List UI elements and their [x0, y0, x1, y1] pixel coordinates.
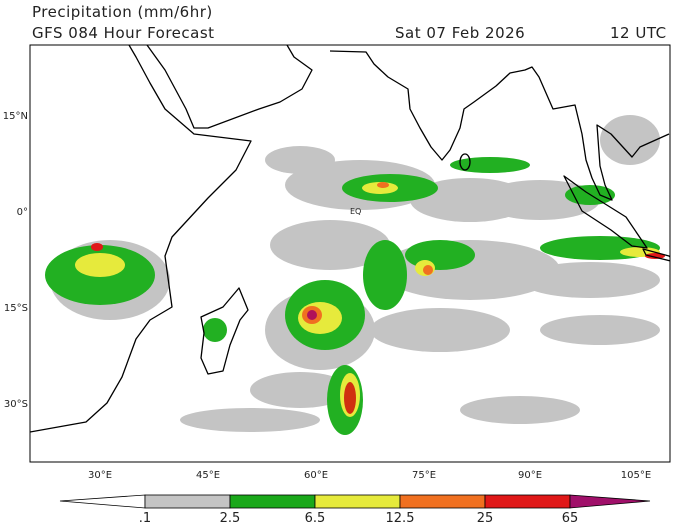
title: Precipitation (mm/6hr): [32, 3, 213, 21]
lon-label: 60°E: [304, 470, 328, 481]
lat-label: 0°: [17, 207, 28, 218]
lon-label: 45°E: [196, 470, 220, 481]
colorbar-segment: [314, 494, 401, 509]
colorbar-segment: [569, 494, 651, 509]
colorbar-segment: [59, 494, 146, 509]
colorbar-segment: [399, 494, 486, 509]
coastline-sumatra: [563, 175, 648, 249]
coastline-madagascar: [200, 287, 249, 375]
valid-time: 12 UTC: [610, 24, 667, 42]
lat-label: 15°N: [3, 111, 28, 122]
lat-label: 30°S: [4, 399, 28, 410]
colorbar-label: 2.5: [220, 511, 241, 525]
lon-label: 90°E: [518, 470, 542, 481]
colorbar-label: 6.5: [305, 511, 326, 525]
model-run: GFS 084 Hour Forecast: [32, 24, 215, 42]
coastline-sri-lanka: [459, 153, 471, 171]
coastline-asia: [329, 50, 670, 201]
precip-heavy: [75, 182, 660, 417]
map-frame: [29, 44, 671, 463]
colorbar-segment: [144, 494, 231, 509]
equator-label: EQ: [350, 207, 361, 216]
colorbar: [59, 494, 651, 509]
coastline-java: [642, 248, 670, 262]
coastline-arabia: [146, 45, 313, 129]
colorbar-label: 25: [477, 511, 494, 525]
lon-label: 105°E: [621, 470, 651, 481]
valid-date: Sat 07 Feb 2026: [395, 24, 525, 42]
coastline-africa: [30, 45, 252, 433]
colorbar-label: .1: [139, 511, 151, 525]
colorbar-segment: [229, 494, 316, 509]
colorbar-label: 12.5: [386, 511, 415, 525]
lon-label: 75°E: [412, 470, 436, 481]
colorbar-segment: [484, 494, 571, 509]
precip-intense: [91, 182, 665, 414]
colorbar-label: 65: [562, 511, 579, 525]
map-area: EQ 15°N 0° 15°S 30°S 30°E 45°E 60°E 75°E…: [3, 44, 671, 481]
lon-label: 30°E: [88, 470, 112, 481]
lat-label: 15°S: [4, 303, 28, 314]
